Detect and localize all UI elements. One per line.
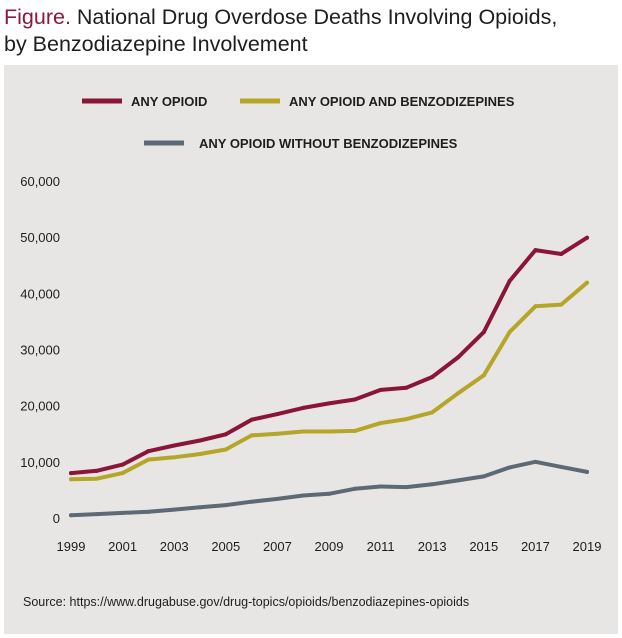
y-tick-label: 10,000 xyxy=(20,455,60,470)
data-point-1 xyxy=(533,248,538,253)
title-line-2: by Benzodiazepine Involvement xyxy=(4,32,308,56)
data-point-1 xyxy=(146,449,151,454)
data-point-1 xyxy=(378,387,383,392)
x-tick-label: 2003 xyxy=(160,539,189,554)
data-point-3 xyxy=(585,469,589,474)
x-tick-label: 2011 xyxy=(367,539,395,554)
x-tick-label: 2005 xyxy=(211,539,240,554)
legend-label-2: ANY OPIOID AND BENZODIZEPINES xyxy=(289,94,515,109)
data-point-1 xyxy=(327,401,331,406)
data-point-1 xyxy=(275,412,280,417)
data-point-3 xyxy=(120,510,125,515)
data-point-2 xyxy=(198,451,202,456)
data-point-2 xyxy=(404,417,409,422)
data-point-1 xyxy=(404,385,409,390)
figure-title: Figure. National Drug Overdose Deaths In… xyxy=(4,4,618,58)
data-point-2 xyxy=(94,476,99,481)
x-tick-label: 2007 xyxy=(263,539,292,554)
data-point-2 xyxy=(585,280,589,285)
data-point-3 xyxy=(404,485,409,490)
x-tick-label: 1999 xyxy=(57,539,86,554)
data-point-1 xyxy=(172,443,177,448)
data-point-2 xyxy=(456,391,460,396)
data-point-3 xyxy=(507,465,512,470)
data-point-3 xyxy=(172,507,177,512)
data-point-2 xyxy=(69,477,73,482)
data-point-2 xyxy=(146,457,151,462)
data-point-1 xyxy=(69,471,73,476)
legend-label-3: ANY OPIOID WITHOUT BENZODIZEPINES xyxy=(199,136,458,151)
series-line-3 xyxy=(69,459,589,518)
data-point-2 xyxy=(507,330,512,335)
data-point-2 xyxy=(172,455,177,460)
data-point-3 xyxy=(559,464,564,469)
data-point-3 xyxy=(352,486,357,491)
data-point-1 xyxy=(249,417,254,422)
data-point-3 xyxy=(301,493,306,498)
data-point-3 xyxy=(327,491,331,496)
data-point-3 xyxy=(481,474,486,479)
source-note: Source: https://www.drugabuse.gov/drug-t… xyxy=(23,595,470,609)
data-point-1 xyxy=(120,462,125,467)
data-point-3 xyxy=(275,496,280,501)
data-point-2 xyxy=(533,304,538,309)
data-point-2 xyxy=(481,373,486,378)
series-line-1 xyxy=(69,235,589,476)
data-point-3 xyxy=(533,459,538,464)
y-tick-label: 30,000 xyxy=(20,343,60,358)
data-point-2 xyxy=(120,471,125,476)
data-point-3 xyxy=(430,482,435,487)
data-point-1 xyxy=(559,252,564,257)
data-point-1 xyxy=(456,355,460,360)
x-tick-label: 2013 xyxy=(418,539,447,554)
x-tick-label: 2015 xyxy=(469,539,498,554)
y-tick-label: 50,000 xyxy=(20,230,60,245)
figure-label: Figure. xyxy=(4,5,71,29)
legend-label-1: ANY OPIOID xyxy=(131,94,207,109)
data-point-2 xyxy=(378,421,383,426)
line-chart: ANY OPIOID ANY OPIOID AND BENZODIZEPINES A… xyxy=(20,94,602,554)
y-tick-label: 40,000 xyxy=(20,286,60,301)
x-tick-label: 2017 xyxy=(521,539,550,554)
x-tick-label: 2009 xyxy=(315,539,344,554)
data-point-1 xyxy=(223,432,228,437)
title-line-1: Figure. National Drug Overdose Deaths In… xyxy=(4,4,618,31)
data-point-3 xyxy=(198,505,202,510)
data-point-1 xyxy=(198,438,202,443)
data-point-3 xyxy=(94,512,99,517)
chart-panel: ANY OPIOID ANY OPIOID AND BENZODIZEPINES A… xyxy=(4,65,618,634)
x-tick-label: 2001 xyxy=(108,539,137,554)
data-point-2 xyxy=(327,429,331,434)
data-point-2 xyxy=(301,429,306,434)
data-point-3 xyxy=(146,509,151,514)
data-point-3 xyxy=(69,513,73,518)
data-point-1 xyxy=(585,235,589,240)
data-point-2 xyxy=(352,428,357,433)
data-point-2 xyxy=(275,431,280,436)
data-point-3 xyxy=(456,478,460,483)
data-point-2 xyxy=(223,447,228,452)
data-point-1 xyxy=(507,278,512,283)
x-tick-label: 2019 xyxy=(573,539,602,554)
data-point-1 xyxy=(94,468,99,473)
data-point-3 xyxy=(249,499,254,504)
data-point-2 xyxy=(559,302,564,307)
title-text-1: National Drug Overdose Deaths Involving … xyxy=(76,5,558,29)
data-point-3 xyxy=(223,503,228,508)
data-point-1 xyxy=(481,330,486,335)
data-point-1 xyxy=(352,397,357,402)
data-point-3 xyxy=(378,484,383,489)
data-point-1 xyxy=(430,375,435,380)
data-point-2 xyxy=(430,410,435,415)
y-tick-label: 20,000 xyxy=(20,399,60,414)
y-tick-label: 0 xyxy=(53,511,60,526)
y-tick-label: 60,000 xyxy=(20,174,60,189)
data-point-2 xyxy=(249,433,254,438)
data-point-1 xyxy=(301,405,306,410)
